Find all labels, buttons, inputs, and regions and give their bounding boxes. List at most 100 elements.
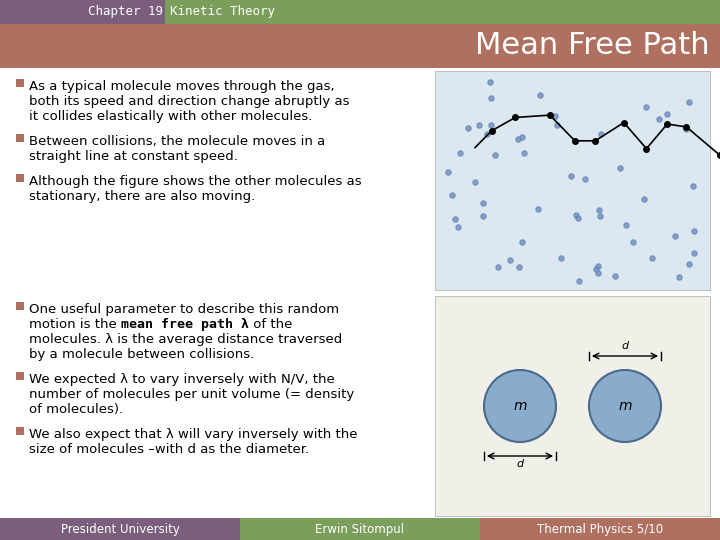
- Bar: [165, 0, 720, 24]
- Bar: [435, 296, 710, 516]
- Text: mean free path λ: mean free path λ: [121, 318, 249, 331]
- Point: [516, 133, 528, 141]
- Point: [449, 214, 461, 223]
- Point: [485, 121, 496, 130]
- Point: [618, 118, 629, 127]
- Point: [454, 148, 466, 157]
- Point: [593, 205, 605, 214]
- Point: [549, 112, 561, 121]
- Bar: [0, 24, 720, 68]
- Text: Kinetic Theory: Kinetic Theory: [170, 5, 275, 18]
- Bar: [16, 302, 24, 310]
- Point: [473, 121, 485, 130]
- Point: [552, 121, 563, 130]
- Text: of molecules).: of molecules).: [29, 403, 123, 416]
- Point: [680, 123, 692, 131]
- Point: [516, 238, 528, 246]
- Point: [477, 199, 489, 207]
- Point: [482, 130, 493, 138]
- Bar: [16, 79, 24, 87]
- Point: [621, 221, 632, 230]
- Point: [513, 262, 524, 271]
- Bar: [0, 0, 720, 24]
- Text: Thermal Physics 5/10: Thermal Physics 5/10: [537, 523, 663, 536]
- Text: straight line at constant speed.: straight line at constant speed.: [29, 150, 238, 163]
- Point: [510, 113, 521, 122]
- Point: [485, 93, 497, 102]
- Point: [653, 115, 665, 124]
- Text: size of molecules –with d as the diameter.: size of molecules –with d as the diamete…: [29, 443, 309, 456]
- Bar: [240, 518, 480, 540]
- Bar: [16, 134, 24, 142]
- Point: [513, 134, 524, 143]
- Point: [486, 126, 498, 135]
- Point: [662, 120, 673, 129]
- Point: [638, 194, 649, 203]
- Point: [688, 249, 700, 258]
- Text: motion is the: motion is the: [29, 318, 121, 331]
- Bar: [0, 518, 240, 540]
- Point: [593, 268, 604, 277]
- Point: [462, 123, 474, 132]
- Circle shape: [484, 370, 556, 442]
- Text: m: m: [513, 399, 527, 413]
- Text: Between collisions, the molecule moves in a: Between collisions, the molecule moves i…: [29, 135, 325, 148]
- Bar: [435, 71, 710, 290]
- Point: [641, 144, 652, 153]
- Point: [683, 98, 695, 106]
- Point: [641, 103, 652, 111]
- Point: [518, 148, 529, 157]
- Point: [672, 273, 684, 281]
- Point: [579, 174, 590, 183]
- Text: d: d: [516, 459, 523, 469]
- Text: molecules. λ is the average distance traversed: molecules. λ is the average distance tra…: [29, 333, 342, 346]
- Text: We expected λ to vary inversely with N/V, the: We expected λ to vary inversely with N/V…: [29, 373, 335, 386]
- Text: stationary, there are also moving.: stationary, there are also moving.: [29, 190, 256, 203]
- Point: [592, 262, 603, 271]
- Point: [572, 214, 583, 222]
- Text: Mean Free Path: Mean Free Path: [475, 31, 710, 60]
- Point: [714, 151, 720, 160]
- Text: m: m: [618, 399, 631, 413]
- Point: [570, 211, 582, 219]
- Point: [627, 238, 639, 247]
- Point: [565, 172, 577, 180]
- Point: [573, 276, 585, 285]
- Text: both its speed and direction change abruptly as: both its speed and direction change abru…: [29, 95, 349, 108]
- Point: [477, 212, 489, 220]
- Text: number of molecules per unit volume (= density: number of molecules per unit volume (= d…: [29, 388, 354, 401]
- Point: [595, 212, 606, 220]
- Point: [555, 254, 567, 263]
- Point: [446, 191, 458, 199]
- Text: As a typical molecule moves through the gas,: As a typical molecule moves through the …: [29, 80, 335, 93]
- Text: We also expect that λ will vary inversely with the: We also expect that λ will vary inversel…: [29, 428, 358, 441]
- Text: it collides elastically with other molecules.: it collides elastically with other molec…: [29, 110, 312, 123]
- Text: Chapter 19: Chapter 19: [88, 5, 163, 18]
- Point: [688, 227, 700, 236]
- Point: [609, 271, 621, 280]
- Point: [669, 231, 680, 240]
- Text: of the: of the: [249, 318, 292, 331]
- Point: [489, 151, 500, 160]
- Point: [469, 178, 480, 186]
- Circle shape: [589, 370, 661, 442]
- Point: [544, 111, 556, 119]
- Point: [452, 222, 464, 231]
- Point: [595, 130, 607, 138]
- Point: [590, 265, 602, 273]
- Point: [683, 260, 695, 268]
- Text: President University: President University: [60, 523, 179, 536]
- Point: [688, 182, 699, 191]
- Point: [590, 137, 601, 145]
- Text: One useful parameter to describe this random: One useful parameter to describe this ra…: [29, 303, 339, 316]
- Point: [647, 253, 658, 262]
- Bar: [480, 518, 720, 540]
- Text: by a molecule between collisions.: by a molecule between collisions.: [29, 348, 254, 361]
- Point: [532, 205, 544, 213]
- Point: [534, 91, 546, 99]
- Point: [569, 137, 580, 145]
- Bar: [16, 372, 24, 380]
- Bar: [16, 427, 24, 435]
- Point: [485, 77, 496, 86]
- Point: [614, 164, 626, 172]
